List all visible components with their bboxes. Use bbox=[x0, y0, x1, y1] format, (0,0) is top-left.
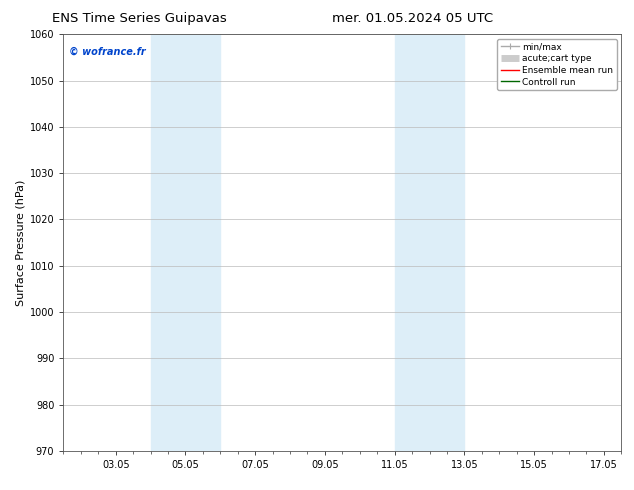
Text: ENS Time Series Guipavas: ENS Time Series Guipavas bbox=[52, 12, 227, 25]
Text: mer. 01.05.2024 05 UTC: mer. 01.05.2024 05 UTC bbox=[332, 12, 493, 25]
Text: © wofrance.fr: © wofrance.fr bbox=[69, 47, 146, 57]
Y-axis label: Surface Pressure (hPa): Surface Pressure (hPa) bbox=[16, 179, 25, 306]
Bar bbox=[394, 34, 464, 451]
Legend: min/max, acute;cart type, Ensemble mean run, Controll run: min/max, acute;cart type, Ensemble mean … bbox=[497, 39, 617, 90]
Bar bbox=[150, 34, 221, 451]
